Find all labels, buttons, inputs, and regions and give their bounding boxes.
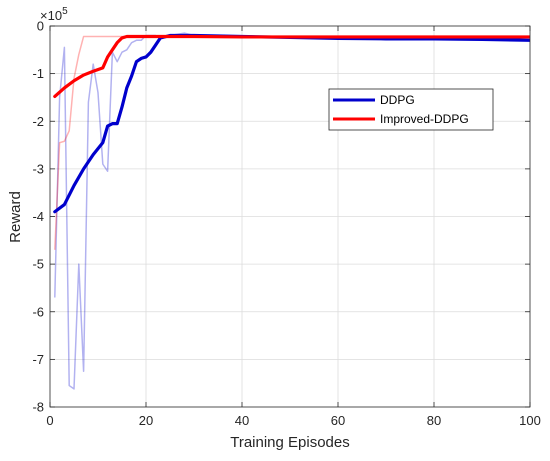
- x-tick-label-1: 20: [139, 413, 153, 428]
- x-tick-labels: 0 20 40 60 80 100: [46, 413, 540, 428]
- legend-label-ddpg: DDPG: [380, 93, 415, 107]
- x-tick-label-3: 60: [331, 413, 345, 428]
- x-axis-label: Training Episodes: [230, 434, 350, 451]
- x-tick-label-5: 100: [519, 413, 541, 428]
- legend-label-improved-ddpg: Improved-DDPG: [380, 112, 469, 126]
- y-tick-label-7: -1: [32, 66, 44, 81]
- y-scale-exponent-label: ×105: [40, 6, 68, 23]
- x-tick-label-4: 80: [427, 413, 441, 428]
- y-tick-label-3: -5: [32, 257, 44, 272]
- legend-box: [328, 88, 494, 131]
- y-tick-label-6: -2: [32, 114, 44, 129]
- y-tick-label-8: 0: [37, 19, 44, 34]
- y-tick-label-0: -8: [32, 400, 44, 415]
- axis-ticks: [49, 25, 531, 408]
- series-smooth-improved-ddpg: [53, 34, 530, 99]
- y-tick-labels: -8 -7 -6 -5 -4 -3 -2 -1 0: [32, 19, 44, 415]
- y-axis-label: Reward: [7, 191, 24, 243]
- y-tick-label-2: -6: [32, 304, 44, 319]
- x-tick-label-2: 40: [235, 413, 249, 428]
- x-tick-label-0: 0: [46, 413, 53, 428]
- legend: DDPG Improved-DDPG: [328, 88, 494, 131]
- y-tick-label-5: -3: [32, 161, 44, 176]
- smoothed-series-group: [53, 33, 530, 214]
- y-tick-label-4: -4: [32, 209, 44, 224]
- y-tick-label-1: -7: [32, 352, 44, 367]
